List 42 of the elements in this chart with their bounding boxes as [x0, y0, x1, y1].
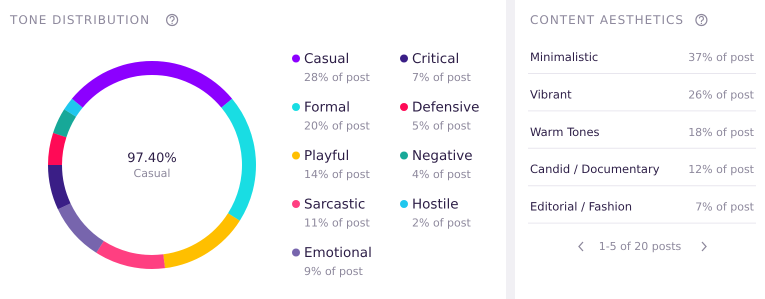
data-label: 11% of post — [304, 216, 370, 230]
text: 37% of post — [688, 51, 754, 64]
category-label: Vibrant — [530, 87, 572, 102]
donut-slice — [58, 203, 104, 253]
legend-label: Negative — [412, 148, 473, 164]
data-label: 14% of post — [304, 168, 370, 181]
text: 97.40% — [127, 151, 177, 166]
category-label: Warm Tones — [530, 124, 600, 139]
category-label: Editorial / Fashion — [530, 200, 632, 214]
data-label: 20% of post — [304, 120, 370, 132]
donut-slice — [48, 132, 66, 165]
text: 7% of post — [695, 200, 754, 214]
text: 26% of post — [688, 88, 754, 102]
donut-slice — [96, 240, 166, 269]
legend-label: Playful — [304, 148, 350, 164]
legend-label: Casual — [304, 51, 350, 67]
category-label: Candid / Documentary — [530, 162, 660, 176]
chart-title: TONE DISTRIBUTION — [9, 13, 150, 27]
data-label: 4% of post — [412, 168, 472, 181]
donut-slice — [221, 98, 256, 221]
legend-label: Emotional — [304, 245, 372, 261]
text: 1-5 of 20 posts — [598, 240, 682, 253]
legend-label: Sarcastic — [304, 196, 366, 212]
donut-slice — [64, 98, 83, 117]
text: 12% of post — [688, 163, 754, 176]
text: CONTENT AESTHETICS — [530, 13, 684, 27]
data-label: 2% of post — [412, 216, 472, 230]
legend-label: Formal — [304, 100, 350, 116]
donut-slice — [163, 213, 240, 268]
donut-slice — [53, 109, 76, 138]
text: Casual — [134, 167, 170, 180]
data-label: 5% of post — [412, 120, 472, 132]
donut-slice — [72, 61, 232, 108]
legend-label: Critical — [412, 51, 460, 67]
donut-slice — [48, 165, 71, 210]
data-label: 7% of post — [412, 71, 472, 84]
data-label: 9% of post — [304, 265, 364, 278]
legend-label: Hostile — [412, 196, 459, 212]
text: 18% of post — [688, 126, 754, 139]
category-label: Minimalistic — [530, 50, 598, 64]
data-label: 28% of post — [304, 71, 370, 84]
legend-label: Defensive — [412, 100, 480, 116]
